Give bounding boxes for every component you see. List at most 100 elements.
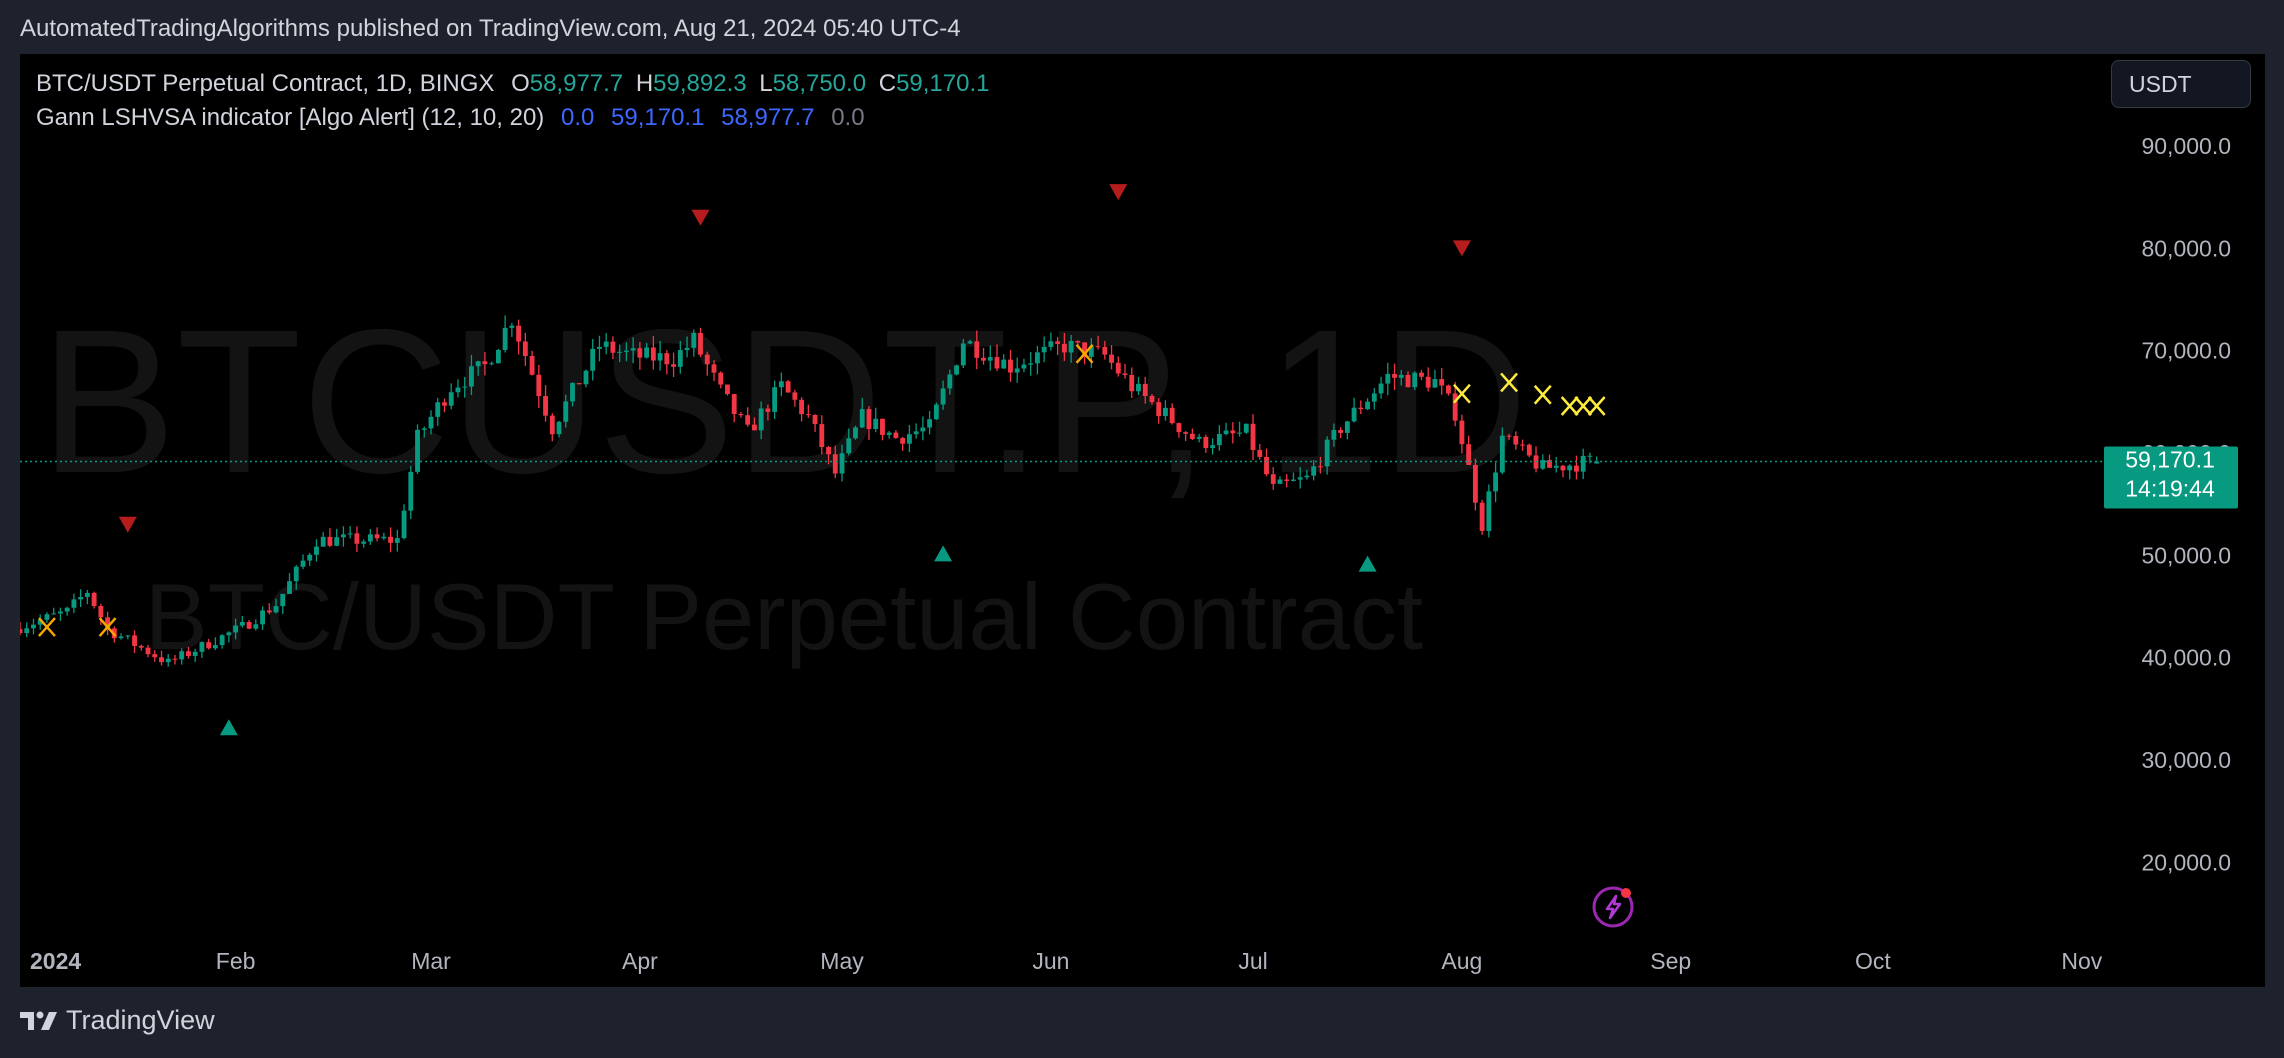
candle-body [1068, 340, 1074, 353]
candle-body [698, 332, 703, 355]
candle-body [1115, 362, 1121, 374]
symbol-legend: BTC/USDT Perpetual Contract, 1D, BINGX O… [36, 70, 989, 98]
price-axis-tick-label: 90,000.0 [2141, 133, 2231, 159]
candle-body [893, 432, 899, 439]
sell-signal-marker [118, 516, 137, 533]
candle-body [435, 402, 441, 417]
candle-body [1210, 445, 1216, 449]
candle-body [677, 350, 683, 367]
time-axis-tick-label: Feb [216, 948, 256, 974]
signal-marker-layer [38, 184, 1606, 736]
high-label: H [635, 70, 654, 97]
candle-body [778, 381, 784, 388]
candle-body [873, 418, 879, 429]
lightning-alert-icon[interactable] [1592, 886, 1634, 928]
candle-body [509, 325, 515, 328]
last-price-label: 59,170.1 14:19:44 [2104, 446, 2238, 509]
candle-body [954, 365, 959, 375]
candle-body [159, 657, 164, 663]
indicator-value-4: 0.0 [831, 104, 865, 131]
candle-body [1365, 401, 1370, 410]
tradingview-logo-icon[interactable] [20, 1009, 58, 1033]
candle-body [846, 438, 852, 454]
cross-marker [1587, 396, 1606, 416]
candle-body [239, 621, 245, 626]
candle-body [684, 347, 690, 351]
candle-body [1048, 341, 1054, 347]
candle-body [610, 341, 616, 353]
candle-body [1277, 479, 1283, 484]
candle-body [138, 645, 144, 648]
candle-body [1055, 341, 1061, 344]
candle-body [745, 415, 751, 425]
candle-body [1567, 465, 1573, 471]
cross-marker-stroke [1452, 383, 1471, 404]
candle-body [1034, 352, 1040, 364]
buy-signal-marker [219, 719, 238, 736]
candle-body [630, 348, 636, 351]
candle-body [576, 383, 582, 385]
candle-body [273, 606, 279, 613]
candle-body [253, 624, 259, 629]
candle-body [179, 651, 185, 660]
candle-body [1237, 432, 1242, 434]
price-chart[interactable]: BTCUSDT.P, 1D BTC/USDT Perpetual Contrac… [20, 54, 2265, 987]
cross-marker [1075, 343, 1094, 364]
candle-body [583, 370, 589, 385]
open-label: O [511, 70, 530, 97]
price-axis-tick-label: 30,000.0 [2141, 747, 2231, 773]
candle-body [1452, 393, 1458, 421]
candle-body [556, 421, 562, 435]
candle-body [738, 414, 744, 416]
candle-body [105, 617, 111, 629]
watermark-name: BTC/USDT Perpetual Contract [145, 564, 1423, 669]
candle-body [246, 621, 252, 629]
chart-panel[interactable]: BTCUSDT.P, 1D BTC/USDT Perpetual Contrac… [20, 54, 2265, 987]
candle-body [1109, 354, 1114, 363]
candle-body [64, 607, 70, 612]
price-axis-tick-label: 20,000.0 [2141, 849, 2231, 875]
candle-body [314, 546, 319, 555]
candle-body [37, 619, 43, 625]
candle-body [132, 635, 137, 646]
cross-marker [1500, 372, 1519, 393]
footer-brand[interactable]: TradingView [66, 1005, 215, 1035]
candle-body [448, 392, 454, 406]
candle-body [1412, 372, 1418, 388]
candle-body [307, 554, 313, 561]
candle-body [1088, 346, 1094, 357]
time-axis[interactable]: 2024 Feb Mar Apr May Jun Jul Aug Sep Oct Nov [30, 948, 2103, 974]
candle-body [1344, 421, 1350, 433]
candle-body [1574, 465, 1579, 472]
candle-body [799, 399, 805, 415]
time-axis-tick-label: Mar [411, 948, 451, 974]
indicator-title[interactable]: Gann LSHVSA indicator [Algo Alert] (12, … [36, 104, 545, 131]
candle-body [1432, 379, 1438, 388]
candle-body [1169, 407, 1175, 424]
candle-body [927, 419, 933, 428]
candle-body [1196, 436, 1202, 439]
candle-body [1311, 466, 1317, 476]
candle-body [1001, 359, 1007, 369]
low-value: 58,750.0 [772, 70, 867, 97]
cross-marker-stroke [1574, 396, 1593, 416]
candle-body [98, 606, 104, 618]
cross-marker [1452, 383, 1471, 404]
candle-body [859, 409, 865, 428]
candle-body [125, 635, 131, 637]
candle-body [1338, 429, 1344, 433]
candle-body [1493, 472, 1499, 492]
currency-button[interactable]: USDT [2111, 60, 2251, 108]
candle-body [31, 624, 36, 629]
candle-body [1371, 393, 1377, 402]
symbol-title[interactable]: BTC/USDT Perpetual Contract, 1D, BINGX [36, 70, 495, 97]
candle-body [1136, 383, 1141, 392]
cross-marker-stroke [1075, 343, 1094, 364]
time-axis-tick-label: Oct [1855, 948, 1891, 974]
time-axis-tick-label: Jun [1032, 948, 1069, 974]
candle-body [866, 409, 872, 429]
indicator-value-1: 0.0 [560, 104, 595, 131]
candle-body [731, 394, 737, 415]
candle-body [664, 353, 670, 365]
last-price-label-background [2104, 446, 2238, 509]
